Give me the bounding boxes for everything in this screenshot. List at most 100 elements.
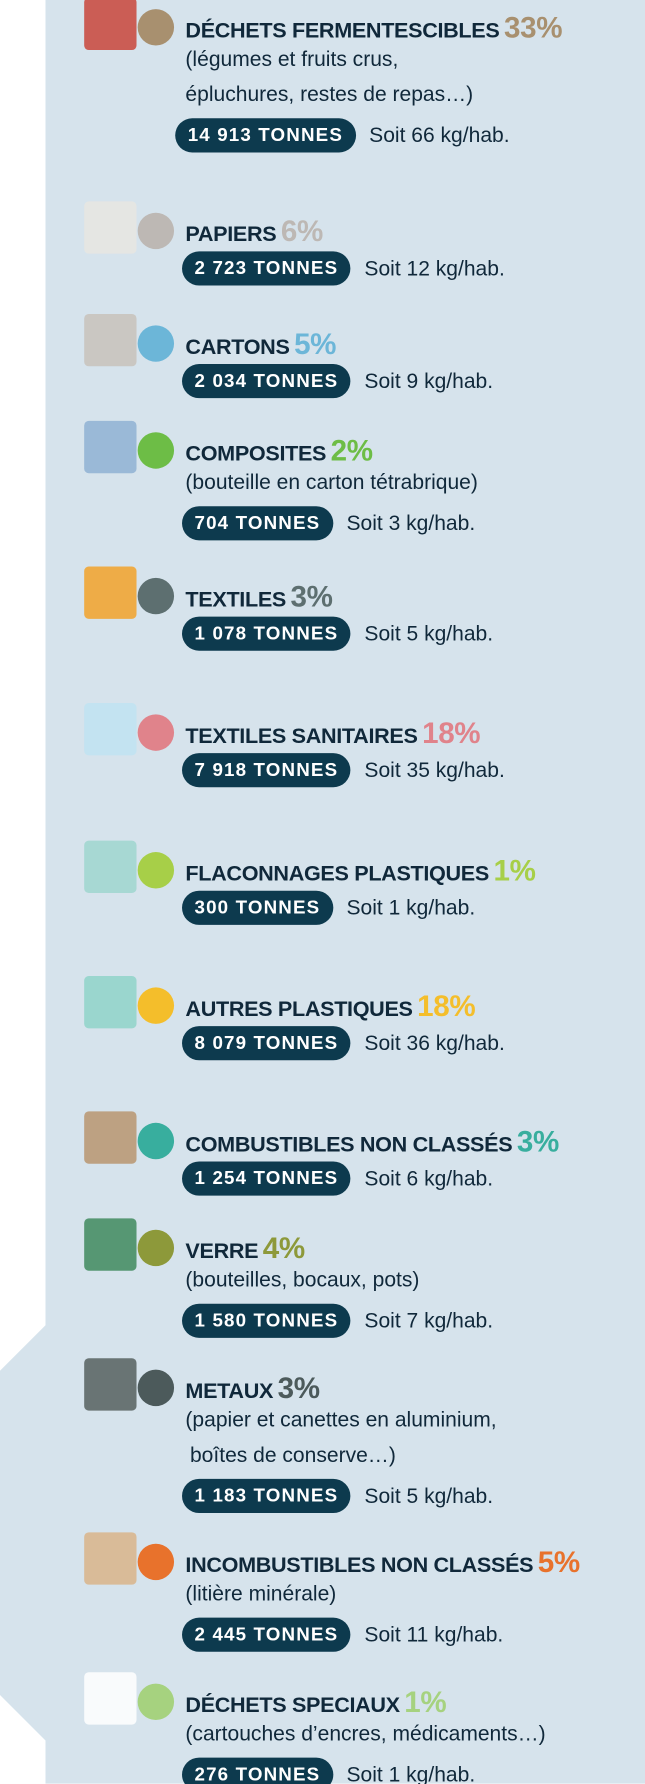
per-habitant: Soit 6 kg/hab. [364,1166,494,1190]
tonnes-pill: 1 183 TONNES [182,1478,351,1514]
icon [84,1532,137,1585]
tonnes-pill: 2 445 TONNES [182,1617,351,1652]
tonnes-pill: 704 TONNES [182,506,333,541]
icon [84,1111,137,1164]
per-habitant: Soit 1 kg/hab. [346,895,476,920]
tonnes-pill: 14 913 TONNES [175,118,356,153]
category-percent: 4% [262,1230,305,1266]
icon [84,0,137,51]
tonnes-pill: 7 918 TONNES [182,753,351,788]
category-title: VERRE 4% [185,1230,305,1268]
description: (bouteille en carton tétrabrique) [185,469,478,494]
icon [84,420,137,474]
category-dot [137,9,175,46]
per-habitant: Soit 7 kg/hab. [364,1308,494,1333]
category-name: VERRE [185,1239,259,1264]
category-dot [137,987,175,1024]
description: (cartouches d’encres, médicaments…) [185,1721,546,1746]
category-name: METAUX [185,1379,274,1404]
category-title: FLACONNAGES PLASTIQUES 1% [185,854,535,890]
tonnes-pill: 1 078 TONNES [182,616,351,651]
category-dot [137,714,175,751]
category-dot [137,852,175,889]
category-dot [137,325,175,362]
category-title: INCOMBUSTIBLES NON CLASSÉS 5% [185,1544,580,1582]
per-habitant: Soit 1 kg/hab. [346,1762,476,1784]
category-title: PAPIERS 6% [185,215,323,251]
icon [84,566,137,619]
category-name: CARTONS [185,335,290,360]
category-dot [137,1122,175,1160]
category-title: METAUX 3% [185,1370,320,1408]
category-title: DÉCHETS SPECIAUX 1% [185,1686,446,1722]
description: épluchures, restes de repas…) [185,81,474,106]
category-dot [137,1543,175,1581]
per-habitant: Soit 35 kg/hab. [364,757,505,782]
category-title: TEXTILES SANITAIRES 18% [185,717,480,753]
category-name: FLACONNAGES PLASTIQUES [185,862,489,887]
per-habitant: Soit 66 kg/hab. [369,122,510,147]
category-dot [137,1369,175,1407]
tonnes-pill: 1 580 TONNES [182,1303,351,1338]
category-percent: 1% [404,1684,447,1719]
per-habitant: Soit 12 kg/hab. [364,255,505,280]
category-dot [137,1683,175,1721]
category-name: DÉCHETS FERMENTESCIBLES [185,19,500,44]
category-name: DÉCHETS SPECIAUX [185,1693,400,1718]
category-name: AUTRES PLASTIQUES [185,997,413,1022]
tonnes-pill: 8 079 TONNES [182,1026,351,1061]
tonnes-pill: 2 723 TONNES [182,251,351,286]
category-title: COMPOSITES 2% [185,433,373,471]
icon [84,201,137,254]
per-habitant: Soit 5 kg/hab. [364,621,494,646]
per-habitant: Soit 5 kg/hab. [364,1483,494,1508]
description: (bouteilles, bocaux, pots) [185,1267,420,1292]
tonnes-pill: 276 TONNES [182,1757,333,1784]
description: (litière minérale) [185,1581,337,1606]
category-name: COMBUSTIBLES NON CLASSÉS [185,1133,513,1157]
category-percent: 3% [277,1370,320,1405]
category-title: COMBUSTIBLES NON CLASSÉS 3% [185,1123,559,1161]
category-title: TEXTILES 3% [185,579,333,616]
tonnes-pill: 1 254 TONNES [182,1161,351,1196]
tonnes-pill: 2 034 TONNES [182,364,351,399]
category-dot [137,212,175,250]
icon [84,703,137,756]
icon [84,1672,137,1725]
per-habitant: Soit 36 kg/hab. [364,1030,505,1055]
description: boîtes de conserve…) [189,1442,396,1467]
category-title: AUTRES PLASTIQUES 18% [185,990,475,1026]
category-title: CARTONS 5% [185,328,336,364]
category-percent: 18% [422,715,481,750]
per-habitant: Soit 3 kg/hab. [346,510,476,535]
category-name: TEXTILES SANITAIRES [185,724,418,749]
category-name: TEXTILES [185,588,286,613]
category-percent: 6% [280,213,323,248]
icon [84,1358,137,1411]
icon [84,313,137,367]
category-percent: 5% [294,326,337,361]
category-title: DÉCHETS FERMENTESCIBLES 33% [185,11,562,47]
category-dot [137,1229,175,1267]
per-habitant: Soit 9 kg/hab. [364,368,494,393]
category-percent: 3% [290,579,333,614]
description: (papier et canettes en aluminium, [185,1407,497,1432]
description: (légumes et fruits crus, [185,46,399,71]
category-percent: 3% [516,1123,559,1159]
icon [84,1218,137,1271]
category-percent: 1% [493,853,536,888]
per-habitant: Soit 11 kg/hab. [364,1622,504,1647]
category-percent: 2% [330,433,373,468]
category-dot [137,577,175,615]
category-percent: 18% [417,988,476,1023]
category-name: COMPOSITES [185,442,327,467]
category-name: PAPIERS [185,222,277,247]
category-name: INCOMBUSTIBLES NON CLASSÉS [185,1553,534,1578]
icon [84,976,137,1029]
icon [84,840,137,894]
category-percent: 33% [503,10,563,45]
category-percent: 5% [537,1544,580,1579]
tonnes-pill: 300 TONNES [182,890,333,925]
category-dot [137,432,175,469]
